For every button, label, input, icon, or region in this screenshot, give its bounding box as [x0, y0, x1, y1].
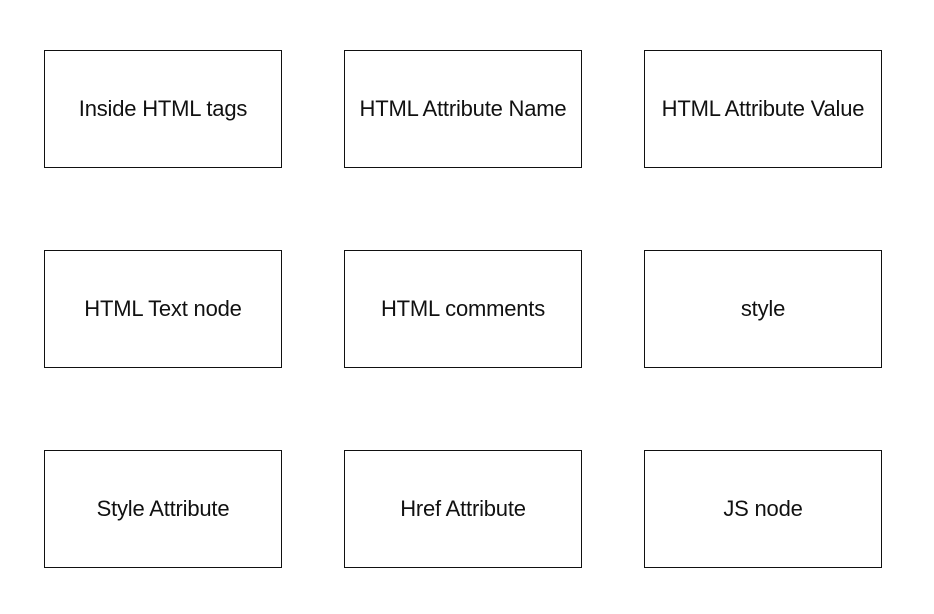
node-label: HTML comments [380, 296, 546, 321]
node-style[interactable]: style [644, 250, 882, 368]
node-label: JS node [723, 496, 803, 521]
node-label: Inside HTML tags [78, 96, 248, 121]
node-html-attribute-value[interactable]: HTML Attribute Value [644, 50, 882, 168]
node-html-text-node[interactable]: HTML Text node [44, 250, 282, 368]
node-href-attribute[interactable]: Href Attribute [344, 450, 582, 568]
node-label: HTML Attribute Value [661, 96, 865, 121]
node-label: style [740, 296, 786, 321]
node-inside-html-tags[interactable]: Inside HTML tags [44, 50, 282, 168]
node-label: HTML Text node [84, 296, 242, 321]
node-label: Style Attribute [96, 496, 230, 521]
node-html-attribute-name[interactable]: HTML Attribute Name [344, 50, 582, 168]
node-label: HTML Attribute Name [359, 96, 567, 121]
node-js-node[interactable]: JS node [644, 450, 882, 568]
node-style-attribute[interactable]: Style Attribute [44, 450, 282, 568]
node-label: Href Attribute [400, 496, 526, 521]
node-html-comments[interactable]: HTML comments [344, 250, 582, 368]
